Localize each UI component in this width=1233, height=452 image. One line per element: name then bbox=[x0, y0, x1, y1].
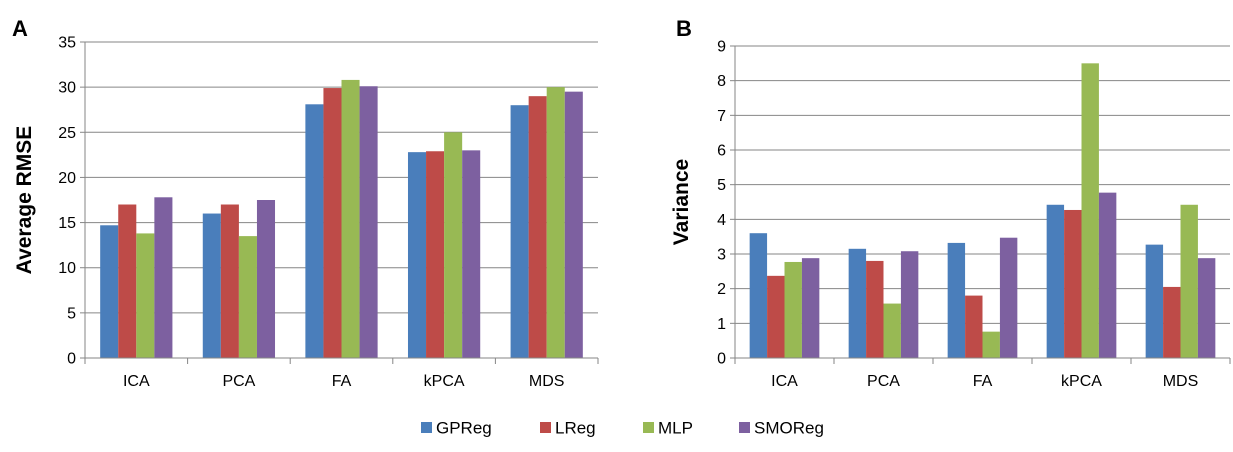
bar-lreg-ica bbox=[118, 204, 137, 358]
y-tick-label: 0 bbox=[67, 351, 76, 368]
bar-smoreg-fa bbox=[999, 237, 1018, 358]
x-tick-label: PCA bbox=[222, 373, 255, 390]
y-tick-label: 30 bbox=[58, 80, 76, 97]
bar-mlp-mds bbox=[1180, 204, 1198, 358]
bar-smoreg-mds bbox=[1197, 258, 1216, 358]
bar-gpreg-ica bbox=[749, 233, 768, 358]
bar-smoreg-kpca bbox=[1098, 192, 1117, 358]
y-tick-label: 8 bbox=[717, 73, 726, 90]
bar-lreg-pca bbox=[866, 260, 884, 358]
bar-gpreg-pca bbox=[202, 213, 221, 358]
bar-gpreg-fa bbox=[305, 104, 324, 358]
legend-swatch-lreg bbox=[540, 422, 551, 433]
bar-gpreg-pca bbox=[848, 248, 867, 358]
y-tick-label: 1 bbox=[717, 316, 726, 333]
bar-mlp-ica bbox=[136, 233, 155, 358]
x-tick-label: ICA bbox=[771, 373, 798, 390]
x-tick-label: ICA bbox=[123, 373, 150, 390]
x-tick-label: MDS bbox=[1163, 373, 1199, 390]
y-tick-label: 25 bbox=[58, 125, 76, 142]
bar-lreg-ica bbox=[767, 275, 785, 358]
bar-lreg-mds bbox=[528, 96, 547, 359]
x-tick-label: kPCA bbox=[1061, 373, 1102, 390]
panel-b-letter: B bbox=[676, 16, 692, 41]
bar-mlp-pca bbox=[883, 303, 901, 358]
x-tick-label: PCA bbox=[867, 373, 900, 390]
legend-label-mlp: MLP bbox=[658, 419, 693, 438]
bar-gpreg-mds bbox=[1145, 244, 1164, 358]
bar-mlp-fa bbox=[341, 79, 360, 359]
y-tick-label: 9 bbox=[717, 39, 726, 56]
panel-a-letter: A bbox=[12, 16, 28, 41]
bar-mlp-pca bbox=[238, 236, 257, 358]
y-tick-label: 0 bbox=[717, 351, 726, 368]
bar-lreg-kpca bbox=[426, 151, 445, 358]
bar-smoreg-pca bbox=[256, 200, 276, 358]
chart-panel-a: A 0 5 10 15 20 25 30 35 Average RMSE ICA PCA FA kPCA M… bbox=[12, 16, 599, 390]
y-tick-label: 5 bbox=[717, 177, 726, 194]
y-tick-label: 3 bbox=[717, 247, 726, 264]
legend-label-smoreg: SMOReg bbox=[754, 419, 824, 438]
bar-gpreg-mds bbox=[510, 105, 529, 358]
bar-lreg-fa bbox=[323, 88, 342, 359]
bar-lreg-pca bbox=[220, 204, 239, 358]
x-tick-label: MDS bbox=[529, 373, 565, 390]
bar-smoreg-ica bbox=[154, 197, 173, 358]
bar-mlp-mds bbox=[546, 87, 565, 358]
bar-gpreg-kpca bbox=[407, 152, 427, 358]
bar-smoreg-pca bbox=[900, 251, 919, 358]
y-tick-label: 15 bbox=[58, 215, 76, 232]
bar-smoreg-ica bbox=[801, 258, 820, 358]
bar-smoreg-mds bbox=[564, 91, 583, 358]
y-tick-label: 35 bbox=[58, 35, 76, 52]
bar-smoreg-kpca bbox=[462, 150, 481, 358]
legend-label-lreg: LReg bbox=[555, 419, 596, 438]
bar-gpreg-fa bbox=[947, 242, 966, 358]
legend-swatch-gpreg bbox=[421, 422, 432, 433]
y-tick-label: 4 bbox=[717, 212, 726, 229]
chart-panel-b: B 0 1 2 3 4 5 6 7 8 9 Variance ICA PCA FA kPCA MDS bbox=[670, 16, 1231, 390]
y-axis-label: Average RMSE bbox=[13, 126, 36, 275]
y-tick-label: 10 bbox=[58, 260, 76, 277]
x-tick-label: FA bbox=[332, 373, 352, 390]
x-tick-label: kPCA bbox=[424, 373, 465, 390]
y-tick-label: 7 bbox=[717, 108, 726, 125]
y-tick-label: 6 bbox=[717, 143, 726, 160]
bar-mlp-kpca bbox=[444, 132, 463, 358]
legend: GPReg LReg MLP SMOReg bbox=[421, 419, 824, 438]
bar-gpreg-kpca bbox=[1046, 204, 1065, 358]
bar-mlp-ica bbox=[784, 261, 802, 358]
bar-lreg-mds bbox=[1163, 286, 1181, 358]
bar-smoreg-fa bbox=[359, 86, 378, 359]
legend-swatch-mlp bbox=[643, 422, 654, 433]
y-tick-label: 2 bbox=[717, 281, 726, 298]
bar-mlp-kpca bbox=[1081, 63, 1099, 358]
y-tick-label: 20 bbox=[58, 170, 76, 187]
bar-mlp-fa bbox=[982, 331, 1000, 358]
bar-gpreg-ica bbox=[100, 225, 119, 358]
bar-lreg-fa bbox=[965, 295, 983, 358]
y-axis-label: Variance bbox=[670, 159, 693, 245]
bar-lreg-kpca bbox=[1064, 209, 1082, 358]
y-tick-label: 5 bbox=[67, 305, 76, 322]
legend-swatch-smoreg bbox=[739, 422, 750, 433]
x-tick-label: FA bbox=[973, 373, 993, 390]
legend-label-gpreg: GPReg bbox=[436, 419, 492, 438]
